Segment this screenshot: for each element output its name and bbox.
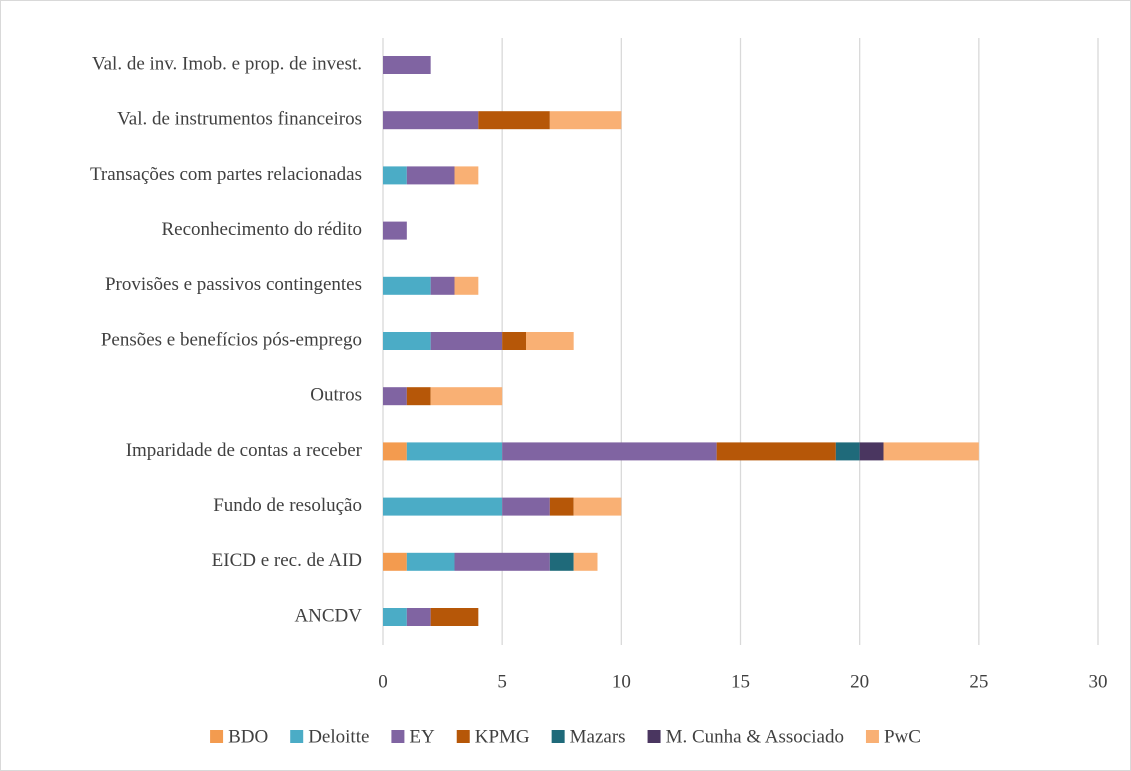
- bar-segment: [502, 497, 550, 516]
- legend-label: EY: [409, 726, 435, 747]
- legend-swatch: [290, 730, 304, 743]
- bar-segment: [454, 166, 479, 185]
- bar-segment: [430, 332, 503, 350]
- bar-segment: [430, 276, 455, 295]
- y-tick-label: Imparidade de contas a receber: [126, 440, 363, 461]
- bar-segment: [716, 442, 836, 461]
- bar-segment: [502, 332, 526, 350]
- bar-segment: [406, 442, 503, 461]
- bar-segment: [454, 276, 479, 295]
- y-tick-label: Outros: [310, 385, 362, 406]
- y-tick-label: Fundo de resolução: [213, 495, 362, 516]
- y-tick-label: Provisões e passivos contingentes: [105, 274, 362, 295]
- bar-segment: [454, 552, 550, 571]
- bar-segment: [478, 111, 550, 130]
- bar-segment: [406, 387, 431, 406]
- x-tick-label: 30: [1089, 671, 1108, 692]
- bar-segment: [383, 442, 407, 461]
- x-tick-label: 20: [850, 671, 869, 692]
- bar-segment: [383, 221, 407, 240]
- legend-label: PwC: [884, 726, 921, 747]
- bar-segment: [406, 608, 431, 626]
- legend-swatch: [551, 730, 565, 743]
- bar-segment: [406, 166, 455, 185]
- y-tick-label: EICD e rec. de AID: [212, 550, 362, 571]
- y-tick-label: Transações com partes relacionadas: [90, 164, 362, 185]
- legend-label: BDO: [228, 726, 268, 747]
- legend-label: KPMG: [475, 726, 530, 747]
- y-tick-label: Val. de instrumentos financeiros: [117, 109, 362, 130]
- legend: BDO Deloitte EY KPMG Mazars M. Cunha & Associ…: [210, 726, 921, 747]
- bar-segment: [573, 497, 622, 516]
- bar-segment: [859, 442, 884, 461]
- x-tick-label: 5: [497, 671, 507, 692]
- bar-segment: [430, 387, 503, 406]
- y-tick-label: Val. de inv. Imob. e prop. de invest.: [92, 53, 362, 74]
- bar-segment: [430, 608, 479, 626]
- bar-segment: [549, 111, 622, 130]
- legend-label: Deloitte: [308, 726, 369, 747]
- bar-segment: [383, 387, 407, 406]
- y-tick-label: Reconhecimento do rédito: [162, 219, 363, 240]
- bar-segment: [549, 552, 574, 571]
- x-tick-label: 25: [969, 671, 988, 692]
- bar-segment: [383, 552, 407, 571]
- x-tick-label: 15: [731, 671, 750, 692]
- x-tick-label: 0: [378, 671, 388, 692]
- bar-segment: [383, 276, 431, 295]
- bar-segment: [835, 442, 860, 461]
- bar-segment: [573, 552, 598, 571]
- bar-segment: [502, 442, 717, 461]
- bar-segment: [406, 552, 455, 571]
- y-tick-label: Pensões e benefícios pós-emprego: [101, 329, 362, 350]
- y-tick-label: ANCDV: [294, 605, 362, 626]
- bar-segment: [883, 442, 979, 461]
- bar-segment: [383, 497, 503, 516]
- legend-swatch: [865, 730, 879, 743]
- bar-segment: [526, 332, 574, 350]
- bar-segment: [383, 166, 407, 185]
- legend-swatch: [647, 730, 661, 743]
- bar-segment: [549, 497, 574, 516]
- bar-segment: [383, 332, 431, 350]
- bar-segment: [383, 608, 407, 626]
- bar-segment: [383, 56, 431, 74]
- x-tick-label: 10: [612, 671, 631, 692]
- legend-swatch: [210, 730, 224, 743]
- legend-label: M. Cunha & Associado: [666, 726, 844, 747]
- legend-label: Mazars: [570, 726, 626, 747]
- legend-swatch: [456, 730, 470, 743]
- legend-swatch: [391, 730, 405, 743]
- bar-segment: [383, 111, 479, 130]
